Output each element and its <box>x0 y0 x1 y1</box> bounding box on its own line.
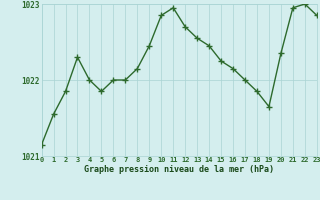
X-axis label: Graphe pression niveau de la mer (hPa): Graphe pression niveau de la mer (hPa) <box>84 165 274 174</box>
